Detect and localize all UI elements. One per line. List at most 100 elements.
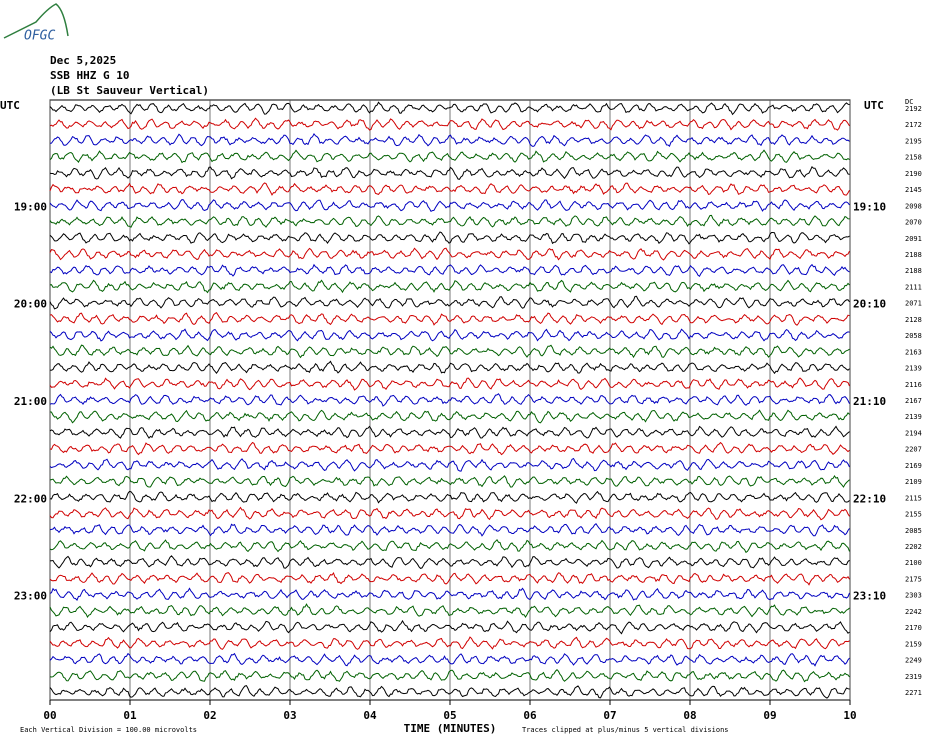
x-axis-label: TIME (MINUTES) — [404, 722, 497, 735]
dc-value: 2172 — [905, 121, 922, 129]
dc-value: 2271 — [905, 689, 922, 697]
dc-value: 2098 — [905, 202, 922, 210]
x-tick-label: 07 — [603, 709, 616, 722]
x-tick-label: 04 — [363, 709, 377, 722]
dc-value: 2169 — [905, 462, 922, 470]
dc-value: 2128 — [905, 316, 922, 324]
left-time-label: 19:00 — [14, 200, 47, 213]
dc-value: 2194 — [905, 429, 922, 437]
dc-value: 2158 — [905, 154, 922, 162]
trace — [49, 344, 850, 359]
title-line: Dec 5,2025 — [50, 54, 116, 67]
trace — [49, 165, 850, 180]
trace — [49, 328, 850, 342]
dc-value: 2319 — [905, 673, 922, 681]
dc-value: 2192 — [905, 105, 922, 113]
x-tick-label: 06 — [523, 709, 537, 722]
trace — [49, 117, 850, 131]
dc-value: 2116 — [905, 381, 922, 389]
trace — [49, 425, 850, 439]
dc-value: 2145 — [905, 186, 922, 194]
dc-value: 2139 — [905, 413, 922, 421]
trace — [49, 636, 850, 650]
dc-value: 2190 — [905, 170, 922, 178]
x-tick-label: 08 — [683, 709, 696, 722]
footer-right: Traces clipped at plus/minus 5 vertical … — [522, 726, 729, 734]
dc-value: 2175 — [905, 575, 922, 583]
trace — [49, 149, 850, 164]
title-line: SSB HHZ G 10 — [50, 69, 129, 82]
left-time-label: 22:00 — [14, 492, 47, 505]
footer-left: Each Vertical Division = 100.00 microvol… — [20, 726, 197, 734]
trace — [49, 247, 850, 261]
trace — [49, 199, 850, 212]
trace — [49, 522, 850, 537]
dc-value: 2163 — [905, 348, 922, 356]
dc-value: 2091 — [905, 235, 922, 243]
dc-value: 2207 — [905, 446, 922, 454]
dc-header: DC — [905, 98, 913, 106]
dc-value: 2071 — [905, 300, 922, 308]
trace — [49, 360, 850, 375]
dc-value: 2188 — [905, 251, 922, 259]
dc-value: 2303 — [905, 592, 922, 600]
dc-value: 2167 — [905, 397, 922, 405]
right-time-label: 19:10 — [853, 200, 886, 213]
trace — [49, 231, 850, 245]
left-time-label: 21:00 — [14, 395, 47, 408]
x-tick-label: 00 — [43, 709, 56, 722]
dc-value: 2188 — [905, 267, 922, 275]
logo: OFGC — [24, 29, 55, 44]
trace — [49, 652, 850, 667]
title-line: (LB St Sauveur Vertical) — [50, 84, 209, 97]
trace — [49, 101, 850, 116]
trace — [49, 377, 850, 391]
left-time-label: 23:00 — [14, 590, 47, 603]
right-time-label: 23:10 — [853, 590, 886, 603]
x-tick-label: 05 — [443, 709, 456, 722]
logo-mark — [3, 3, 69, 39]
trace — [49, 393, 850, 407]
dc-value: 2070 — [905, 219, 922, 227]
trace — [49, 506, 850, 521]
trace — [49, 603, 850, 618]
dc-value: 2085 — [905, 527, 922, 535]
dc-value: 2242 — [905, 608, 922, 616]
dc-value: 2202 — [905, 543, 922, 551]
x-tick-label: 09 — [763, 709, 776, 722]
dc-value: 2159 — [905, 640, 922, 648]
trace — [49, 132, 850, 148]
right-header: UTC — [864, 99, 884, 112]
left-time-label: 20:00 — [14, 298, 47, 311]
trace — [49, 474, 850, 488]
dc-value: 2195 — [905, 137, 922, 145]
dc-value: 2058 — [905, 332, 922, 340]
dc-value: 2111 — [905, 283, 922, 291]
trace — [49, 182, 850, 196]
trace — [49, 619, 850, 635]
left-header: UTC — [0, 99, 20, 112]
trace — [49, 441, 850, 456]
trace — [49, 571, 850, 586]
dc-value: 2109 — [905, 478, 922, 486]
trace — [49, 490, 850, 504]
right-time-label: 22:10 — [853, 492, 886, 505]
dc-value: 2170 — [905, 624, 922, 632]
trace — [49, 555, 850, 569]
right-time-label: 20:10 — [853, 298, 886, 311]
x-tick-label: 01 — [123, 709, 137, 722]
trace — [49, 409, 850, 424]
trace — [49, 668, 850, 683]
dc-value: 2100 — [905, 559, 922, 567]
x-tick-label: 10 — [843, 709, 856, 722]
trace — [49, 312, 850, 326]
x-tick-label: 02 — [203, 709, 216, 722]
x-tick-label: 03 — [283, 709, 296, 722]
dc-value: 2115 — [905, 494, 922, 502]
dc-value: 2155 — [905, 511, 922, 519]
trace — [49, 279, 850, 294]
dc-value: 2249 — [905, 657, 922, 665]
trace — [49, 538, 850, 554]
trace — [49, 587, 850, 602]
